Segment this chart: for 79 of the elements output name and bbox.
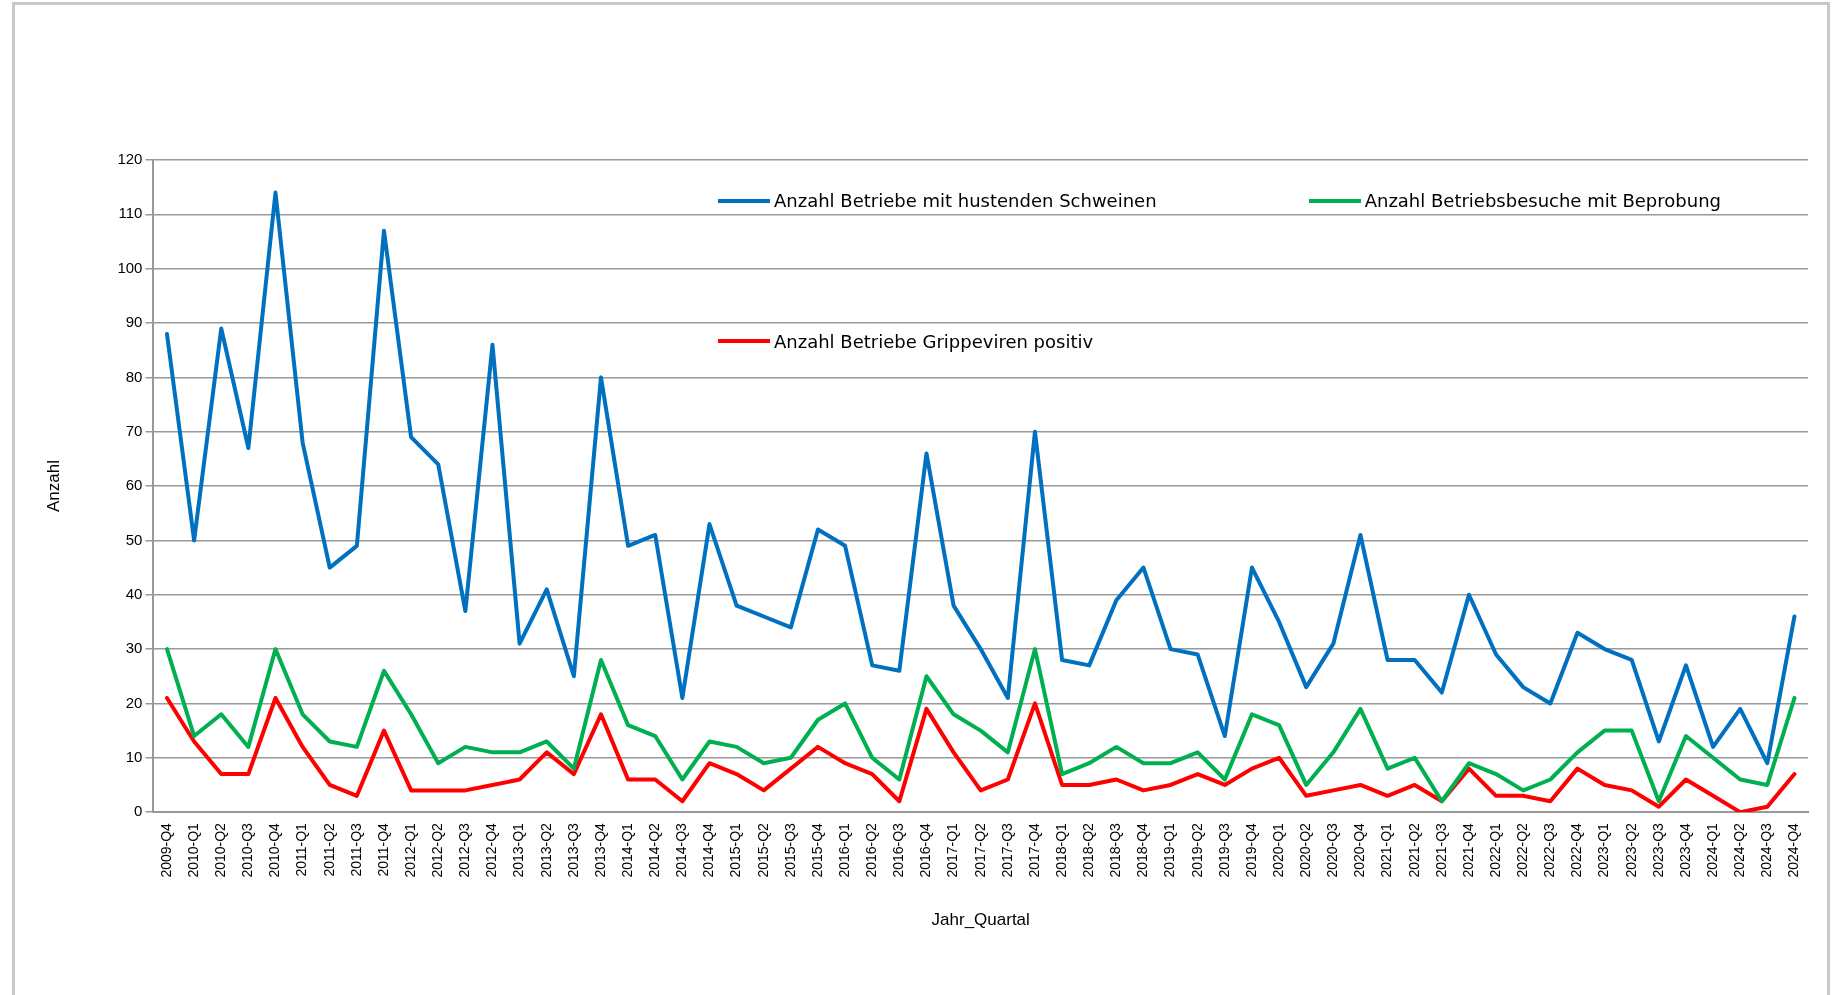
x-tick-label: 2021-Q3 [1432, 822, 1449, 878]
x-tick-label: 2011-Q1 [293, 822, 310, 877]
x-tick-label: 2020-Q4 [1351, 822, 1368, 878]
x-tick-label: 2015-Q1 [727, 822, 744, 878]
x-tick-label: 2014-Q3 [673, 822, 690, 878]
x-tick-label: 2018-Q1 [1052, 822, 1069, 878]
x-tick-label: 2022-Q2 [1514, 822, 1531, 878]
x-tick-label: 2016-Q2 [863, 822, 880, 878]
x-axis-title: Jahr_Quartal [931, 910, 1030, 930]
x-tick-label: 2013-Q4 [591, 822, 608, 878]
x-tick-label: 2019-Q3 [1215, 822, 1232, 878]
x-tick-label: 2023-Q1 [1595, 822, 1612, 878]
y-tick-label: 120 [117, 150, 143, 168]
x-tick-label: 2017-Q3 [998, 822, 1015, 878]
x-tick-label: 2011-Q2 [320, 822, 337, 877]
x-tick-label: 2015-Q3 [781, 822, 798, 878]
legend-label: Anzahl Betriebe mit hustenden Schweinen [773, 190, 1157, 212]
x-tick-label: 2018-Q4 [1134, 822, 1151, 878]
x-tick-label: 2013-Q3 [564, 822, 581, 878]
y-tick-label: 40 [125, 584, 143, 602]
y-tick-label: 30 [125, 639, 143, 657]
x-tick-label: 2020-Q2 [1297, 822, 1314, 878]
y-tick-label: 10 [125, 747, 143, 765]
legend-label: Anzahl Betriebsbesuche mit Beprobung [1364, 190, 1721, 212]
legend-label: Anzahl Betriebe Grippeviren positiv [773, 330, 1094, 352]
y-tick-label: 90 [125, 313, 143, 331]
x-tick-label: 2010-Q3 [239, 822, 256, 878]
x-tick-label: 2022-Q1 [1486, 822, 1503, 878]
y-tick-label: 70 [125, 421, 143, 439]
y-tick-label: 110 [118, 204, 143, 222]
x-tick-label: 2023-Q3 [1649, 822, 1666, 878]
x-tick-label: 2019-Q2 [1188, 822, 1205, 878]
x-tick-label: 2011-Q4 [374, 822, 391, 877]
x-tick-label: 2023-Q2 [1622, 822, 1639, 878]
x-tick-label: 2017-Q4 [1025, 822, 1042, 878]
x-tick-label: 2021-Q4 [1459, 822, 1476, 878]
x-tick-label: 2018-Q2 [1080, 822, 1097, 878]
y-tick-label: 0 [134, 802, 143, 820]
x-tick-label: 2012-Q3 [456, 822, 473, 878]
x-tick-label: 2009-Q4 [157, 822, 174, 878]
y-tick-label: 60 [125, 476, 143, 494]
x-tick-label: 2012-Q1 [401, 822, 418, 878]
x-tick-label: 2016-Q3 [890, 822, 907, 878]
y-tick-label: 20 [125, 693, 143, 711]
x-tick-label: 2011-Q3 [347, 822, 364, 877]
x-tick-label: 2020-Q3 [1324, 822, 1341, 878]
x-tick-label: 2010-Q1 [184, 822, 201, 878]
x-tick-label: 2024-Q4 [1785, 822, 1802, 878]
x-tick-label: 2024-Q2 [1731, 822, 1748, 878]
x-tick-label: 2022-Q3 [1541, 822, 1558, 878]
x-tick-label: 2014-Q1 [618, 822, 635, 878]
x-tick-label: 2021-Q1 [1378, 822, 1395, 878]
x-tick-label: 2024-Q3 [1758, 822, 1775, 878]
x-tick-label: 2024-Q1 [1703, 822, 1720, 878]
x-tick-label: 2012-Q4 [483, 822, 500, 878]
x-tick-label: 2014-Q2 [646, 822, 663, 878]
x-tick-label: 2010-Q4 [266, 822, 283, 878]
y-tick-label: 100 [117, 258, 143, 276]
x-tick-label: 2023-Q4 [1676, 822, 1693, 878]
x-tick-label: 2021-Q2 [1405, 822, 1422, 878]
x-tick-label: 2019-Q4 [1242, 822, 1259, 878]
x-tick-label: 2016-Q1 [835, 822, 852, 878]
x-tick-label: 2018-Q3 [1107, 822, 1124, 878]
x-tick-label: 2013-Q1 [510, 822, 527, 878]
x-tick-label: 2013-Q2 [537, 822, 554, 878]
x-tick-label: 2019-Q1 [1161, 822, 1178, 878]
x-tick-label: 2015-Q4 [808, 822, 825, 878]
x-tick-label: 2020-Q1 [1269, 822, 1286, 878]
x-tick-label: 2012-Q2 [429, 822, 446, 878]
x-tick-label: 2010-Q2 [212, 822, 229, 878]
x-tick-label: 2017-Q1 [944, 822, 961, 878]
x-tick-label: 2014-Q4 [700, 822, 717, 878]
x-tick-label: 2017-Q2 [971, 822, 988, 878]
x-tick-label: 2016-Q4 [917, 822, 934, 878]
x-tick-label: 2022-Q4 [1568, 822, 1585, 878]
x-tick-label: 2015-Q2 [754, 822, 771, 878]
y-tick-label: 50 [125, 530, 143, 548]
y-tick-label: 80 [125, 367, 143, 385]
y-axis-title: Anzahl [43, 460, 63, 513]
